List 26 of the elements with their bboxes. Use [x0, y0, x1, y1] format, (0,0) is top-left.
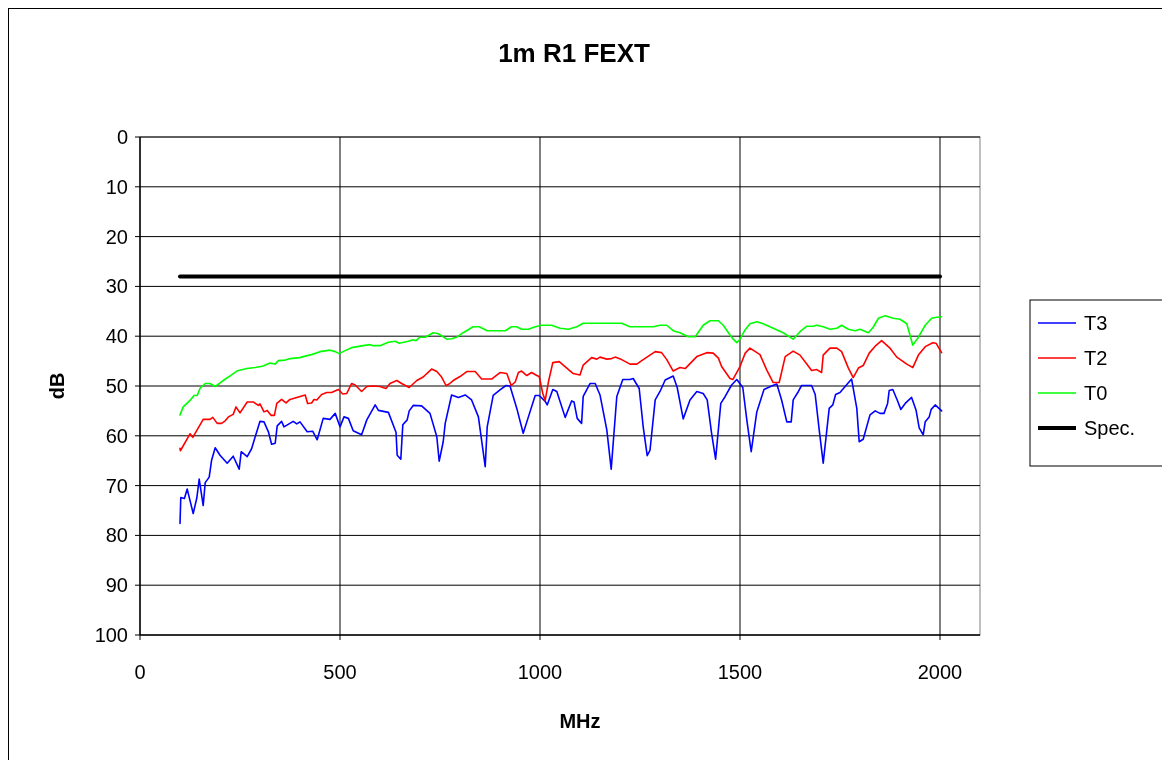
x-axis-title: MHz [559, 710, 601, 732]
line-series [179, 339, 943, 452]
x-tick-label: 500 [323, 661, 357, 683]
legend-label: T0 [1084, 382, 1108, 404]
y-tick-label: 70 [105, 474, 128, 497]
y-tick-label: 50 [105, 375, 128, 397]
y-tick-label: 0 [116, 126, 128, 148]
x-tick-label: 2000 [917, 661, 963, 683]
y-tick-label: 100 [94, 624, 128, 646]
y-tick-label: 20 [105, 225, 128, 248]
chart-title: 1m R1 FEXT [498, 38, 650, 68]
line-series [179, 375, 943, 525]
legend-label: T2 [1084, 347, 1108, 369]
legend-label: Spec. [1084, 417, 1136, 439]
y-tick-label: 80 [105, 524, 128, 547]
x-tick-label: 1500 [717, 661, 763, 683]
x-tick-label: 0 [134, 661, 146, 683]
y-tick-label: 60 [105, 424, 128, 447]
legend-label: T3 [1084, 312, 1108, 334]
y-tick-label: 10 [105, 175, 128, 198]
y-tick-label: 40 [105, 325, 128, 348]
y-tick-label: 90 [105, 574, 128, 597]
line-series [179, 314, 943, 416]
y-axis-title: dB [46, 372, 68, 400]
x-tick-label: 1000 [517, 661, 563, 683]
y-tick-label: 30 [105, 275, 128, 298]
